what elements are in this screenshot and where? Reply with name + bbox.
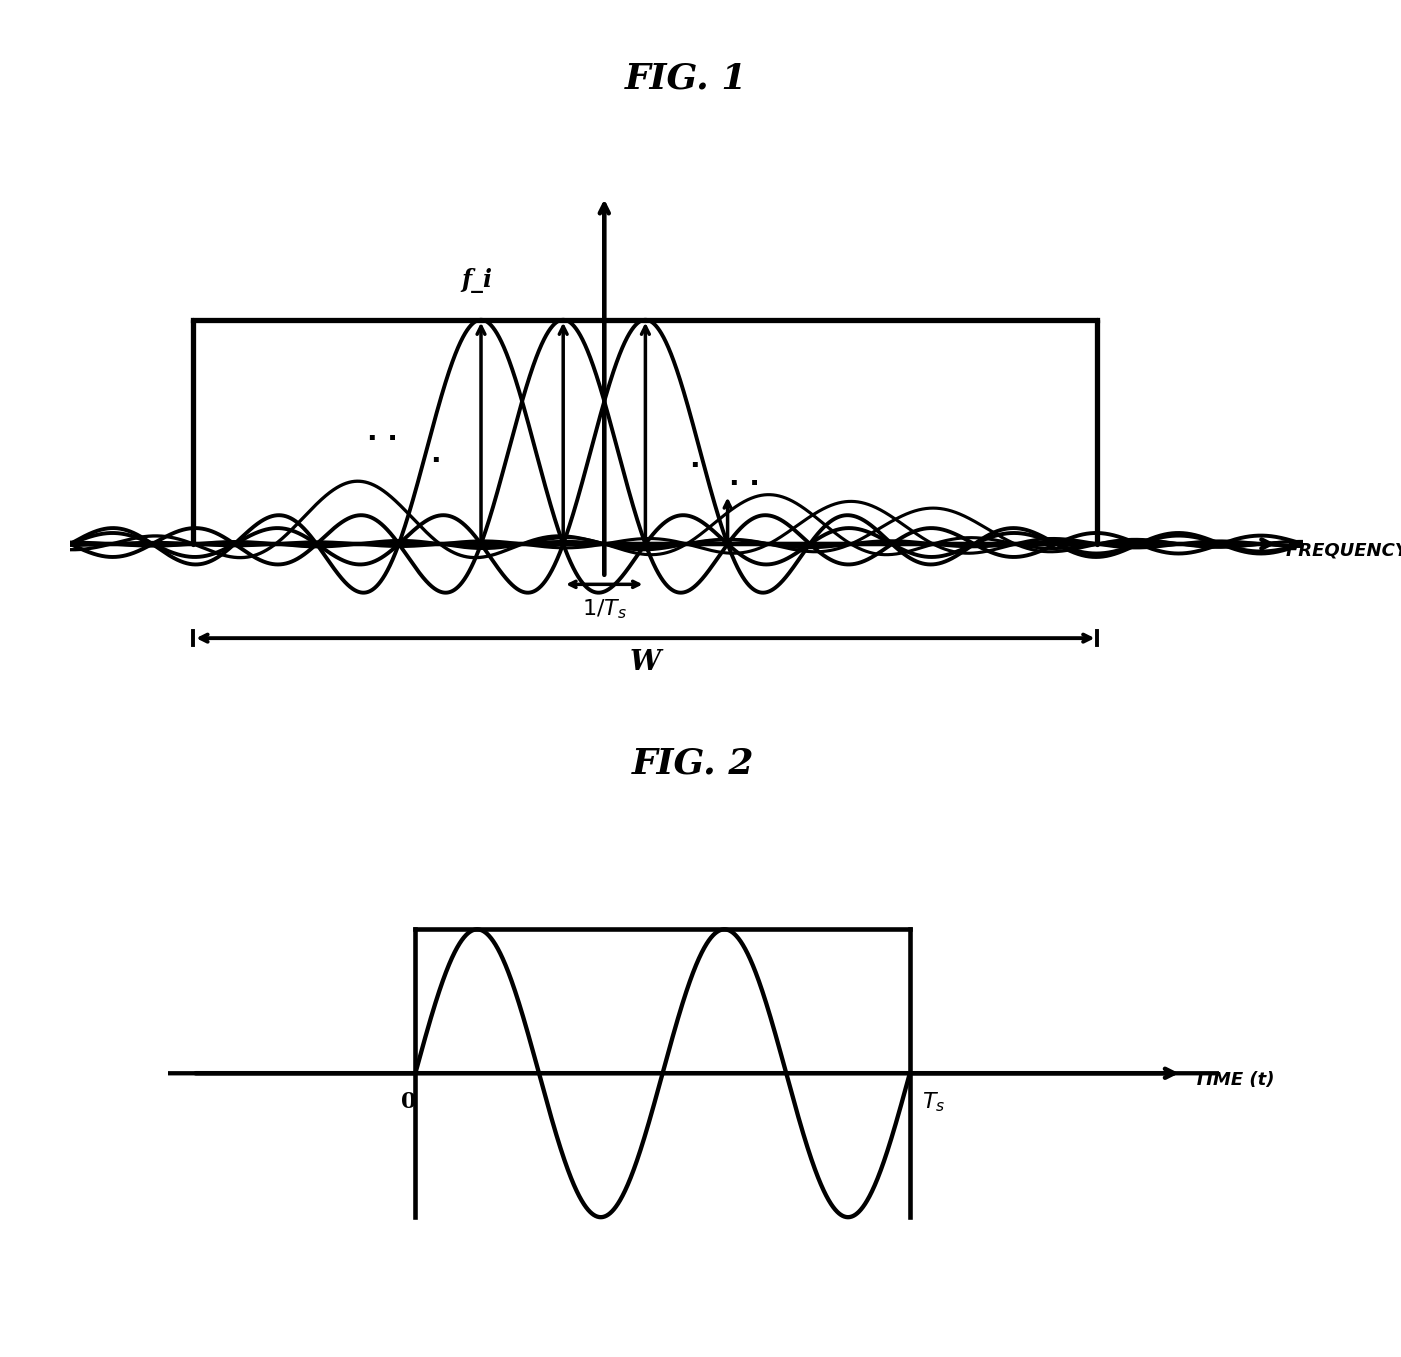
Text: . .: . . [729,463,759,491]
Text: . .: . . [367,418,398,446]
Text: $T_s$: $T_s$ [922,1091,946,1114]
Text: FREQUENCY (f): FREQUENCY (f) [1286,541,1401,559]
Text: f_i: f_i [461,267,492,293]
Text: .: . [689,445,700,472]
Text: TIME (t): TIME (t) [1194,1072,1275,1090]
Text: 0: 0 [402,1091,417,1113]
Text: W: W [630,650,661,676]
Text: $1/T_s$: $1/T_s$ [581,598,626,622]
Text: FIG. 1: FIG. 1 [625,62,748,96]
Text: .: . [430,440,441,468]
Text: FIG. 2: FIG. 2 [632,746,755,782]
